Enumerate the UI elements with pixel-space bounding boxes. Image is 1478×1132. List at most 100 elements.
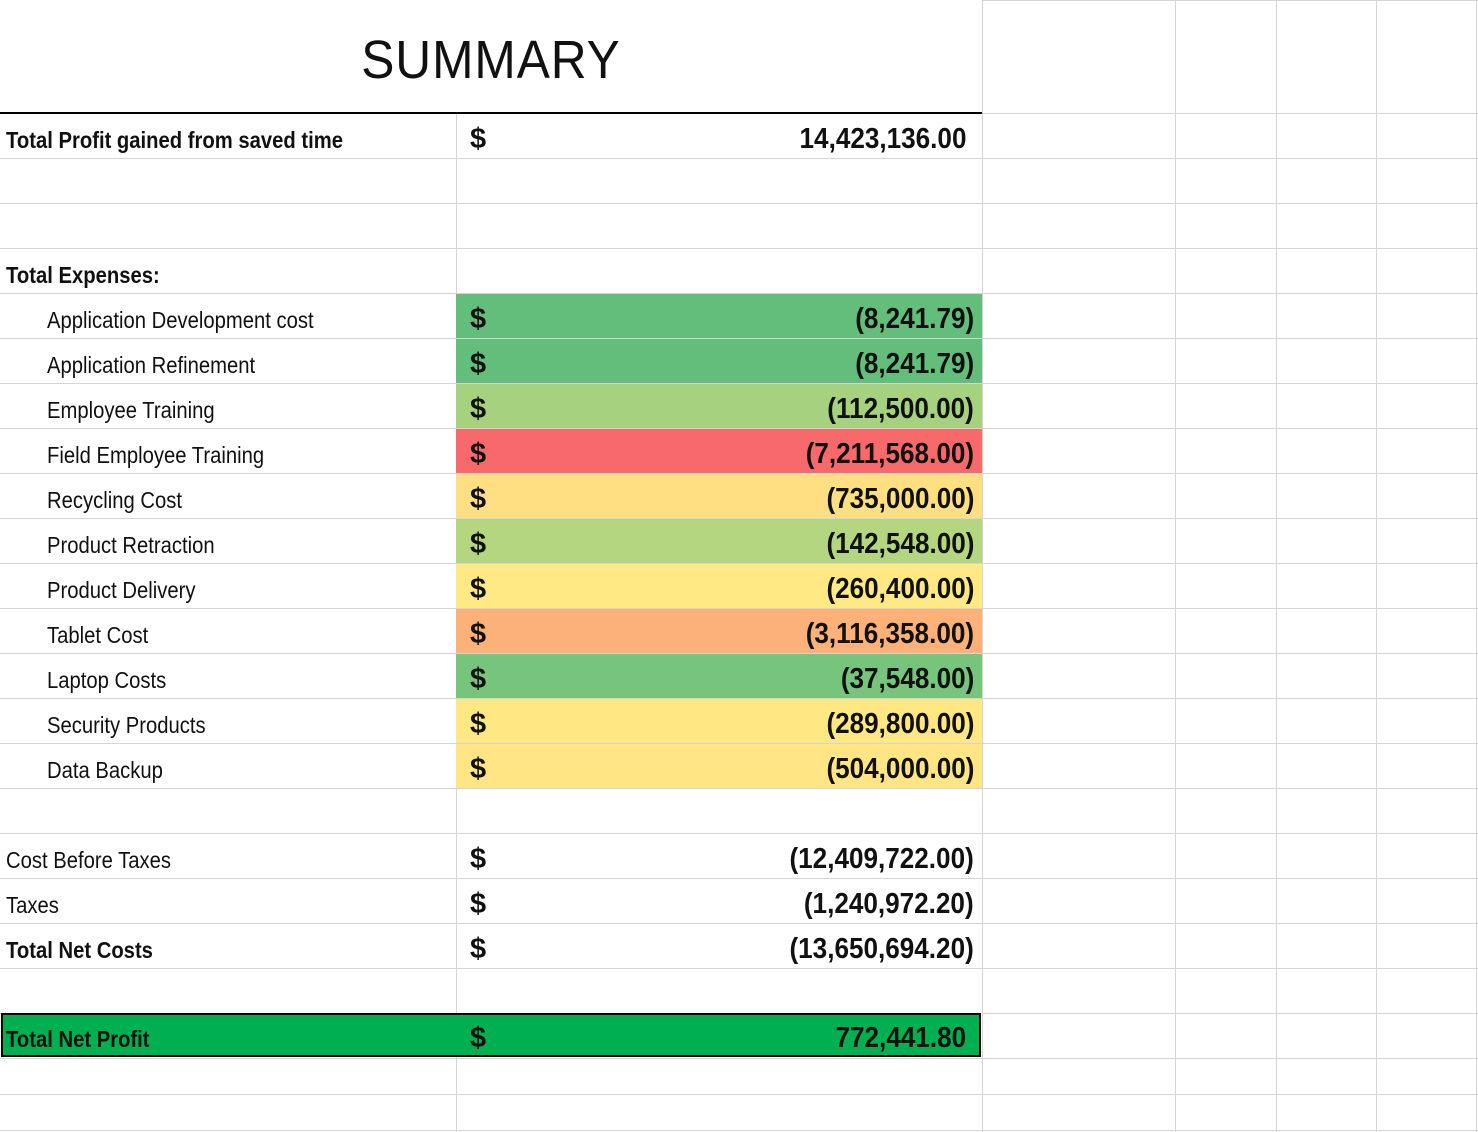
total-net-costs-row[interactable]: Total Net Costs $ (13,650,694.20) bbox=[0, 924, 982, 968]
cost-before-taxes-row[interactable]: Cost Before Taxes $ (12,409,722.00) bbox=[0, 834, 982, 878]
currency-symbol: $ bbox=[470, 483, 487, 515]
expense-row[interactable]: Laptop Costs $ (37,548.00) bbox=[0, 654, 982, 698]
grid-line bbox=[0, 203, 1478, 204]
expense-label: Security Products bbox=[47, 712, 206, 738]
currency-symbol: $ bbox=[470, 573, 487, 605]
grid-line bbox=[0, 923, 1478, 924]
conditional-fill bbox=[456, 474, 982, 518]
expense-amount: (260,400.00) bbox=[825, 573, 974, 605]
expense-amount: (112,500.00) bbox=[827, 393, 974, 425]
expense-label: Employee Training bbox=[47, 397, 215, 423]
expense-amount: (142,548.00) bbox=[825, 528, 974, 560]
currency-symbol: $ bbox=[470, 618, 487, 650]
currency-symbol: $ bbox=[470, 303, 487, 335]
grid-line bbox=[0, 1130, 1478, 1131]
expense-amount: (7,211,568.00) bbox=[805, 438, 974, 470]
expense-amount: (289,800.00) bbox=[825, 708, 974, 740]
currency-symbol: $ bbox=[470, 888, 487, 920]
conditional-fill bbox=[456, 339, 982, 383]
taxes-label: Taxes bbox=[6, 892, 59, 918]
expense-row[interactable]: Tablet Cost $ (3,116,358.00) bbox=[0, 609, 982, 653]
currency-symbol: $ bbox=[470, 753, 487, 785]
profit-row[interactable]: Total Profit gained from saved time $ 14… bbox=[0, 114, 982, 158]
grid-line bbox=[982, 0, 983, 1132]
grid-line bbox=[0, 563, 1478, 564]
expense-row[interactable]: Security Products $ (289,800.00) bbox=[0, 699, 982, 743]
profit-amount: 14,423,136.00 bbox=[799, 123, 966, 155]
grid-line bbox=[0, 248, 1478, 249]
currency-symbol: $ bbox=[470, 438, 487, 470]
conditional-fill bbox=[456, 384, 982, 428]
expense-amount: (735,000.00) bbox=[825, 483, 974, 515]
expense-row[interactable]: Application Development cost $ (8,241.79… bbox=[0, 294, 982, 338]
conditional-fill bbox=[456, 699, 982, 743]
expense-row[interactable]: Employee Training $ (112,500.00) bbox=[0, 384, 982, 428]
total-net-profit-label: Total Net Profit bbox=[6, 1026, 150, 1052]
grid-line bbox=[1276, 0, 1277, 1132]
total-net-costs-amount: (13,650,694.20) bbox=[789, 933, 974, 965]
expense-row[interactable]: Recycling Cost $ (735,000.00) bbox=[0, 474, 982, 518]
conditional-fill bbox=[456, 294, 982, 338]
grid-line bbox=[0, 653, 1478, 654]
expense-amount: (37,548.00) bbox=[840, 663, 974, 695]
page-title: SUMMARY bbox=[361, 30, 621, 90]
currency-symbol: $ bbox=[470, 843, 487, 875]
currency-symbol: $ bbox=[470, 663, 487, 695]
expense-amount: (8,241.79) bbox=[855, 348, 974, 380]
grid-line bbox=[0, 1058, 1478, 1059]
profit-label: Total Profit gained from saved time bbox=[6, 127, 344, 153]
grid-line bbox=[0, 743, 1478, 744]
expense-row[interactable]: Product Delivery $ (260,400.00) bbox=[0, 564, 982, 608]
grid-line bbox=[0, 383, 1478, 384]
grid-line bbox=[982, 113, 1478, 114]
grid-line bbox=[0, 293, 1478, 294]
conditional-fill bbox=[456, 744, 982, 788]
expense-row[interactable]: Data Backup $ (504,000.00) bbox=[0, 744, 982, 788]
expense-row[interactable]: Application Refinement $ (8,241.79) bbox=[0, 339, 982, 383]
taxes-amount: (1,240,972.20) bbox=[804, 888, 974, 920]
currency-symbol: $ bbox=[470, 393, 487, 425]
grid-line bbox=[1175, 0, 1176, 1132]
grid-line bbox=[0, 833, 1478, 834]
grid-line bbox=[0, 788, 1478, 789]
grid-line bbox=[0, 698, 1478, 699]
taxes-row[interactable]: Taxes $ (1,240,972.20) bbox=[0, 879, 982, 923]
expense-label: Laptop Costs bbox=[47, 667, 167, 693]
expense-label: Application Refinement bbox=[47, 352, 256, 378]
grid-line bbox=[0, 518, 1478, 519]
grid-line bbox=[0, 158, 1478, 159]
expense-row[interactable]: Product Retraction $ (142,548.00) bbox=[0, 519, 982, 563]
expense-row[interactable]: Field Employee Training $ (7,211,568.00) bbox=[0, 429, 982, 473]
currency-symbol: $ bbox=[470, 1022, 487, 1054]
grid-line bbox=[0, 878, 1478, 879]
conditional-fill bbox=[456, 564, 982, 608]
grid-line bbox=[0, 1094, 1478, 1095]
expense-amount: (504,000.00) bbox=[825, 753, 974, 785]
grid-line bbox=[982, 0, 1478, 1]
cost-before-taxes-label: Cost Before Taxes bbox=[6, 847, 172, 873]
expense-label: Field Employee Training bbox=[47, 442, 265, 468]
currency-symbol: $ bbox=[470, 348, 487, 380]
title-underline bbox=[0, 112, 982, 114]
currency-symbol: $ bbox=[470, 933, 487, 965]
expense-label: Product Delivery bbox=[47, 577, 196, 603]
currency-symbol: $ bbox=[470, 123, 487, 155]
grid-line bbox=[1476, 0, 1477, 1132]
grid-line bbox=[1376, 0, 1377, 1132]
expense-label: Product Retraction bbox=[47, 532, 215, 558]
expense-label: Data Backup bbox=[47, 757, 163, 783]
grid-line bbox=[0, 968, 1478, 969]
conditional-fill bbox=[456, 429, 982, 473]
total-net-costs-label: Total Net Costs bbox=[6, 937, 153, 963]
conditional-fill bbox=[456, 654, 982, 698]
total-net-profit-row[interactable]: Total Net Profit $ 772,441.80 bbox=[0, 1014, 982, 1057]
expenses-header-row[interactable]: Total Expenses: bbox=[0, 249, 982, 293]
expense-amount: (3,116,358.00) bbox=[805, 618, 974, 650]
currency-symbol: $ bbox=[470, 708, 487, 740]
expense-label: Recycling Cost bbox=[47, 487, 182, 513]
cost-before-taxes-amount: (12,409,722.00) bbox=[789, 843, 974, 875]
expense-label: Tablet Cost bbox=[47, 622, 149, 648]
grid-line bbox=[0, 473, 1478, 474]
conditional-fill bbox=[456, 609, 982, 653]
